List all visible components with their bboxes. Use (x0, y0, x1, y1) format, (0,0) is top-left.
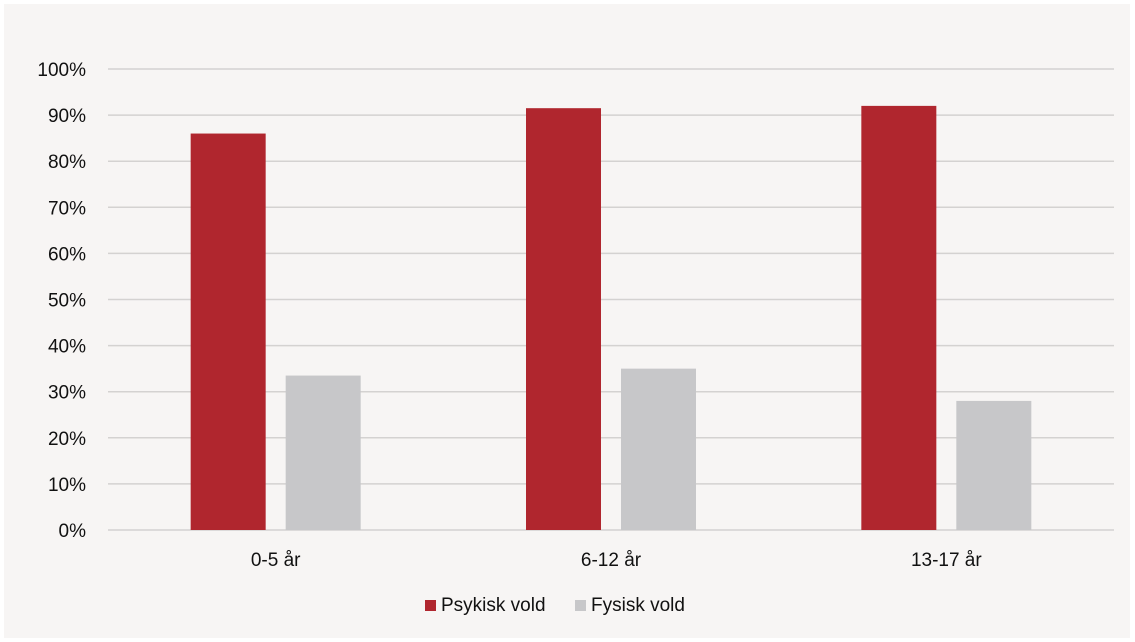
y-tick-label: 80% (48, 152, 86, 173)
x-axis-category-labels: 0-5 år 6-12 år 13-17 år (251, 550, 983, 571)
legend-label: Fysisk vold (591, 595, 685, 616)
y-tick-label: 30% (48, 383, 86, 404)
y-tick-label: 70% (48, 198, 86, 219)
y-tick-label: 0% (59, 521, 87, 542)
x-category-label: 13-17 år (911, 550, 982, 571)
y-tick-label: 40% (48, 337, 86, 358)
bar-psykisk-vold-3 (861, 105, 937, 530)
y-tick-label: 60% (48, 244, 86, 265)
bar-fysisk-vold-1 (285, 375, 361, 530)
y-tick-label: 50% (48, 291, 86, 312)
bar-chart: 0% 10% 20% 30% 40% 50% 60% 70% 80% 90% 100% 0-5 år… (37, 60, 1114, 616)
bar-psykisk-vold-2 (526, 108, 601, 530)
bars (190, 105, 1032, 531)
legend: Psykisk vold Fysisk vold (425, 595, 685, 616)
y-tick-label: 20% (48, 429, 86, 450)
y-tick-label: 90% (48, 106, 86, 127)
x-category-label: 6-12 år (581, 550, 642, 571)
bar-fysisk-vold-3 (956, 400, 1032, 530)
bar-fysisk-vold-2 (621, 368, 696, 530)
legend-label: Psykisk vold (441, 595, 546, 616)
y-tick-label: 100% (37, 60, 86, 81)
chart-area: 0% 10% 20% 30% 40% 50% 60% 70% 80% 90% 100% 0-5 år… (4, 4, 1130, 638)
bar-psykisk-vold-1 (190, 133, 266, 531)
legend-swatch (425, 600, 436, 611)
y-tick-label: 10% (48, 475, 86, 496)
y-axis-tick-labels: 0% 10% 20% 30% 40% 50% 60% 70% 80% 90% 100% (37, 60, 86, 542)
gridlines (108, 68, 1114, 531)
legend-swatch (575, 600, 586, 611)
x-category-label: 0-5 år (251, 550, 301, 571)
